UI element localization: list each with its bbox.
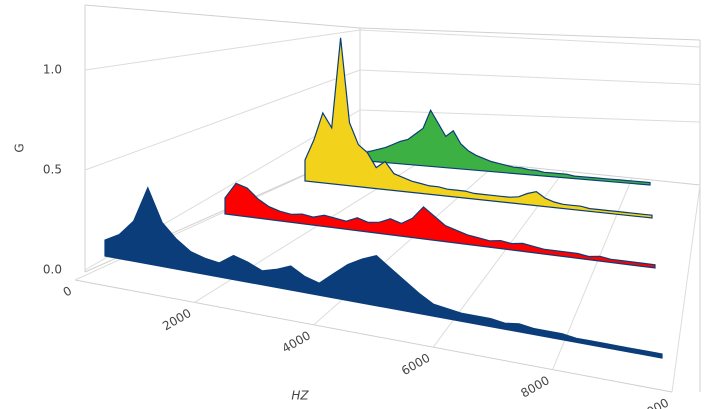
x-tick-label: 8000 bbox=[518, 373, 551, 400]
x-axis-line bbox=[74, 279, 673, 393]
series-area bbox=[224, 182, 656, 269]
top-edge bbox=[84, 4, 361, 29]
grid-line bbox=[359, 29, 701, 48]
x-tick-label: 4000 bbox=[280, 328, 313, 355]
grid-line bbox=[84, 29, 361, 71]
grid-line bbox=[359, 69, 701, 85]
grid-line bbox=[84, 69, 361, 171]
y-axis-label: G bbox=[13, 143, 27, 152]
x-tick-label: 0 bbox=[61, 284, 75, 300]
y-tick-label: 0.0 bbox=[43, 263, 62, 277]
grid-line bbox=[671, 184, 701, 393]
series-area bbox=[304, 37, 653, 219]
x-tick-label: 6000 bbox=[399, 351, 432, 378]
y-tick-label: 0.5 bbox=[43, 163, 62, 177]
x-tick-label: 2000 bbox=[160, 306, 193, 333]
grid-line bbox=[359, 109, 701, 123]
x-tick-label: 10000 bbox=[631, 396, 671, 409]
top-right-edge bbox=[359, 27, 701, 41]
series-area bbox=[354, 108, 651, 186]
series-area bbox=[104, 186, 663, 359]
frame bbox=[74, 4, 701, 393]
x-axis-label: HZ bbox=[291, 389, 309, 403]
y-tick-label: 1.0 bbox=[43, 63, 62, 77]
